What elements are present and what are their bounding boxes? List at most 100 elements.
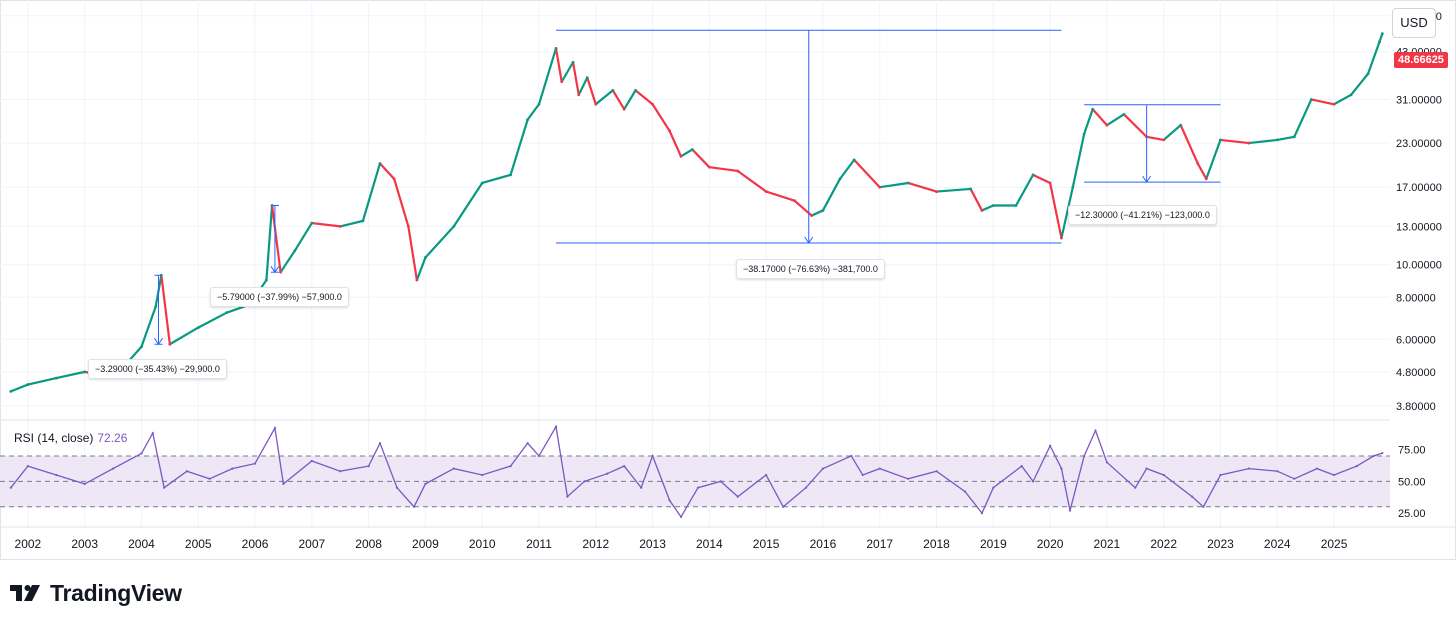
price-segment [611,89,626,111]
rsi-point [719,480,722,483]
rsi-point [623,465,626,468]
price-point [1380,32,1384,36]
price-segment [1162,124,1182,142]
price-segment [651,103,671,132]
brand-name: TradingView [50,579,182,606]
x-tick-label: 2009 [412,537,439,551]
price-point [1071,185,1075,189]
rsi-point [378,442,382,445]
price-segment [293,221,313,252]
price-point [1204,177,1208,181]
rsi-legend[interactable]: RSI (14, close) 72.26 [14,431,127,445]
price-segment [560,61,575,83]
price-segment [1293,98,1313,138]
rsi-point [1145,467,1148,470]
rsi-point [1134,486,1137,489]
x-tick-label: 2023 [1207,537,1234,551]
rsi-point [992,486,995,489]
x-tick-label: 2022 [1150,537,1177,551]
rsi-point [736,495,739,498]
price-segment [424,225,455,259]
price-segment [586,76,597,106]
rsi-point [782,505,785,508]
price-segment [537,47,558,106]
x-tick-label: 2016 [810,537,837,551]
price-point [935,190,938,193]
rsi-point [1247,467,1250,470]
rsi-point [83,482,86,485]
last-price-tag: 48.66625 [1394,52,1448,68]
price-segment [577,76,589,96]
price-segment [265,204,274,282]
price-point [1105,123,1109,127]
measure-arrow-head [804,236,814,244]
price-segment [1145,135,1165,142]
currency-button[interactable]: USD [1392,8,1436,38]
rsi-tick-label: 25.00 [1398,508,1426,520]
rsi-point [1094,429,1097,432]
price-segment [821,177,842,212]
x-tick-label: 2017 [866,537,893,551]
x-tick-label: 2018 [923,537,950,551]
rsi-line [10,424,1383,519]
measure-label-2004: −3.29000 (−35.43%) −29,900.0 [88,359,227,379]
rsi-point [1105,461,1108,464]
x-tick-label: 2012 [582,537,609,551]
chart-canvas[interactable]: 2002 2003 2004 2005 2006 2007 2008 2009 2010 2011… [0,0,1456,560]
price-point [140,345,143,349]
rsi-point [310,459,313,463]
price-segment [1060,186,1074,240]
price-point [668,129,672,133]
price-segment [9,383,29,393]
x-tick-label: 2013 [639,537,666,551]
price-segment [853,158,881,189]
price-point [378,162,382,165]
x-tick-label: 2008 [355,537,382,551]
x-tick-label: 2003 [71,537,98,551]
price-segment [197,311,228,329]
price-segment [140,305,157,348]
price-point [361,219,365,223]
price-segment [1031,173,1052,185]
measure-arrow-head [154,337,163,346]
rsi-point [1083,454,1086,458]
chart-frame[interactable]: 2002 2003 2004 2005 2006 2007 2008 2009 2010 2011… [0,0,1456,560]
rsi-point [554,425,558,428]
rsi-point [935,470,938,473]
price-point [1179,123,1183,127]
rsi-point [509,465,512,468]
rsi-point [424,482,427,485]
tradingview-logo-icon [10,585,40,601]
price-point [852,158,856,162]
rsi-point [339,470,342,473]
price-point [585,76,589,80]
price-point [293,249,297,253]
price-segment [1205,138,1222,180]
x-tick-label: 2005 [185,537,212,551]
rsi-point [861,473,864,477]
price-point [424,256,427,259]
brand[interactable]: TradingView [8,578,182,608]
price-point [1048,181,1052,185]
price-segment [980,204,995,212]
price-point [906,181,910,185]
y-tick-label: 3.80000 [1396,401,1436,413]
x-tick-label: 2025 [1321,537,1348,551]
rsi-point [55,473,58,477]
price-point [1349,93,1353,97]
measure-label-2020-2022: −12.30000 (−41.21%) −123,000.0 [1068,205,1217,225]
rsi-point [566,495,569,498]
price-point [196,326,200,330]
price-segment [1349,72,1370,96]
price-point [611,88,615,92]
price-segment [1332,93,1353,106]
price-point [54,376,58,380]
price-segment [378,162,396,180]
price-point [707,165,711,169]
price-segment [452,181,484,228]
price-point [310,221,314,225]
price-segment [526,103,541,121]
price-segment [1048,181,1063,240]
price-segment [935,187,972,193]
price-point [679,154,683,158]
